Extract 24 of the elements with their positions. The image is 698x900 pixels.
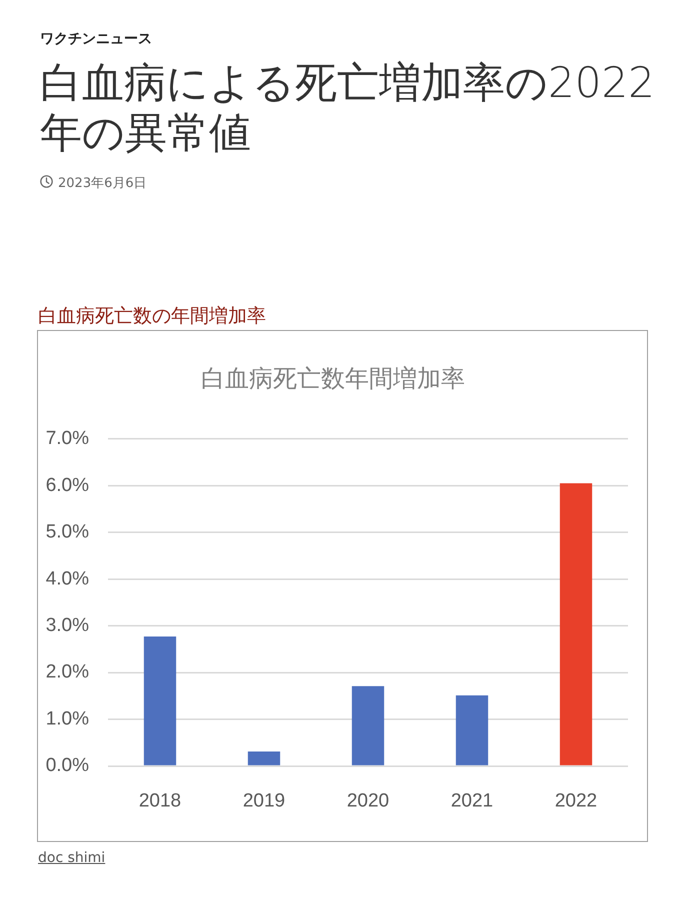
text: 白血病による死亡増加率の2022年の異常値 [40,58,655,157]
y-tick-label: 0.0% [46,755,90,776]
x-tick-label: 2019 [242,790,286,812]
bar [144,636,176,766]
y-tick-label: 4.0% [46,568,90,590]
y-tick-label: 5.0% [46,522,90,543]
bar [248,752,280,766]
chart-title: 白血病死亡数年間増加率 [201,364,465,393]
y-tick-label: 1.0% [46,708,90,730]
x-tick-label: 2021 [450,790,494,812]
bar [560,483,592,766]
x-tick-label: 2020 [346,790,390,812]
bar [352,686,384,766]
text: doc shimi [38,850,106,866]
text: ワクチンニュース [40,31,152,47]
x-tick-label: 2018 [138,790,182,812]
text: 2023年6月6日 [58,176,147,191]
y-tick-label: 6.0% [46,474,90,496]
y-tick-label: 2.0% [46,662,90,683]
y-tick-label: 7.0% [46,428,90,450]
y-tick-label: 3.0% [46,615,90,636]
x-tick-label: 2022 [554,790,598,812]
text: 白血病死亡数の年間増加率 [38,305,266,327]
bar [456,695,488,766]
